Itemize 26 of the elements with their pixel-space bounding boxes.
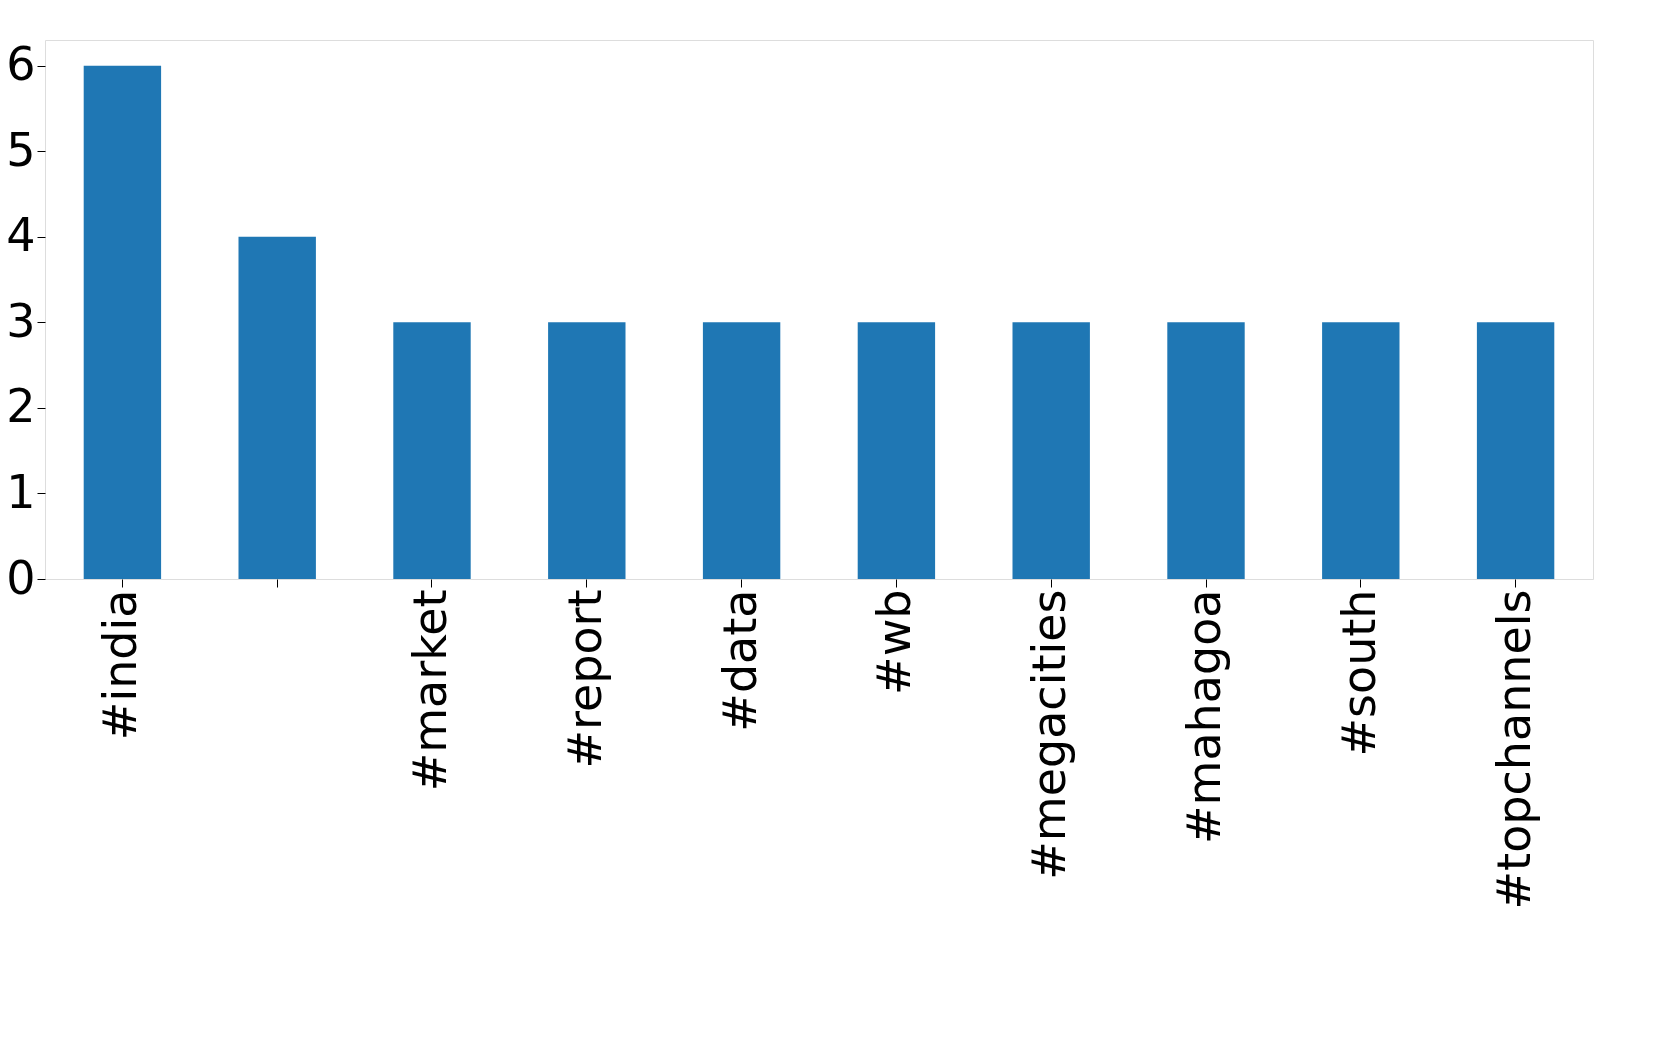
bar <box>393 322 471 579</box>
bar <box>83 65 162 579</box>
bar <box>1167 322 1245 579</box>
y-tick-label: 0 <box>6 550 36 605</box>
y-tick-label: 1 <box>6 464 36 519</box>
bar <box>1012 322 1090 579</box>
bar <box>857 322 936 579</box>
x-tick-label: #india <box>93 589 148 741</box>
bar <box>548 322 626 579</box>
y-tick-label: 5 <box>6 122 36 177</box>
bar <box>702 322 781 579</box>
x-tick-label: #topchannels <box>1486 589 1541 910</box>
x-tick-label: #data <box>712 589 767 732</box>
bar <box>1476 322 1555 579</box>
y-tick-label: 2 <box>6 379 36 434</box>
x-tick-label: #wb <box>867 589 922 695</box>
x-tick-label: #south <box>1331 589 1386 757</box>
bar <box>238 236 316 579</box>
x-tick-label: #report <box>557 589 612 769</box>
y-tick-label: 3 <box>6 293 36 348</box>
x-tick-label: #mahagoa <box>1177 589 1231 844</box>
x-tick-label: #market <box>403 589 457 792</box>
x-tick-label: #megacities <box>1022 589 1077 880</box>
bar <box>1322 322 1400 579</box>
y-tick-label: 4 <box>6 208 36 263</box>
y-tick-label: 6 <box>6 37 36 92</box>
